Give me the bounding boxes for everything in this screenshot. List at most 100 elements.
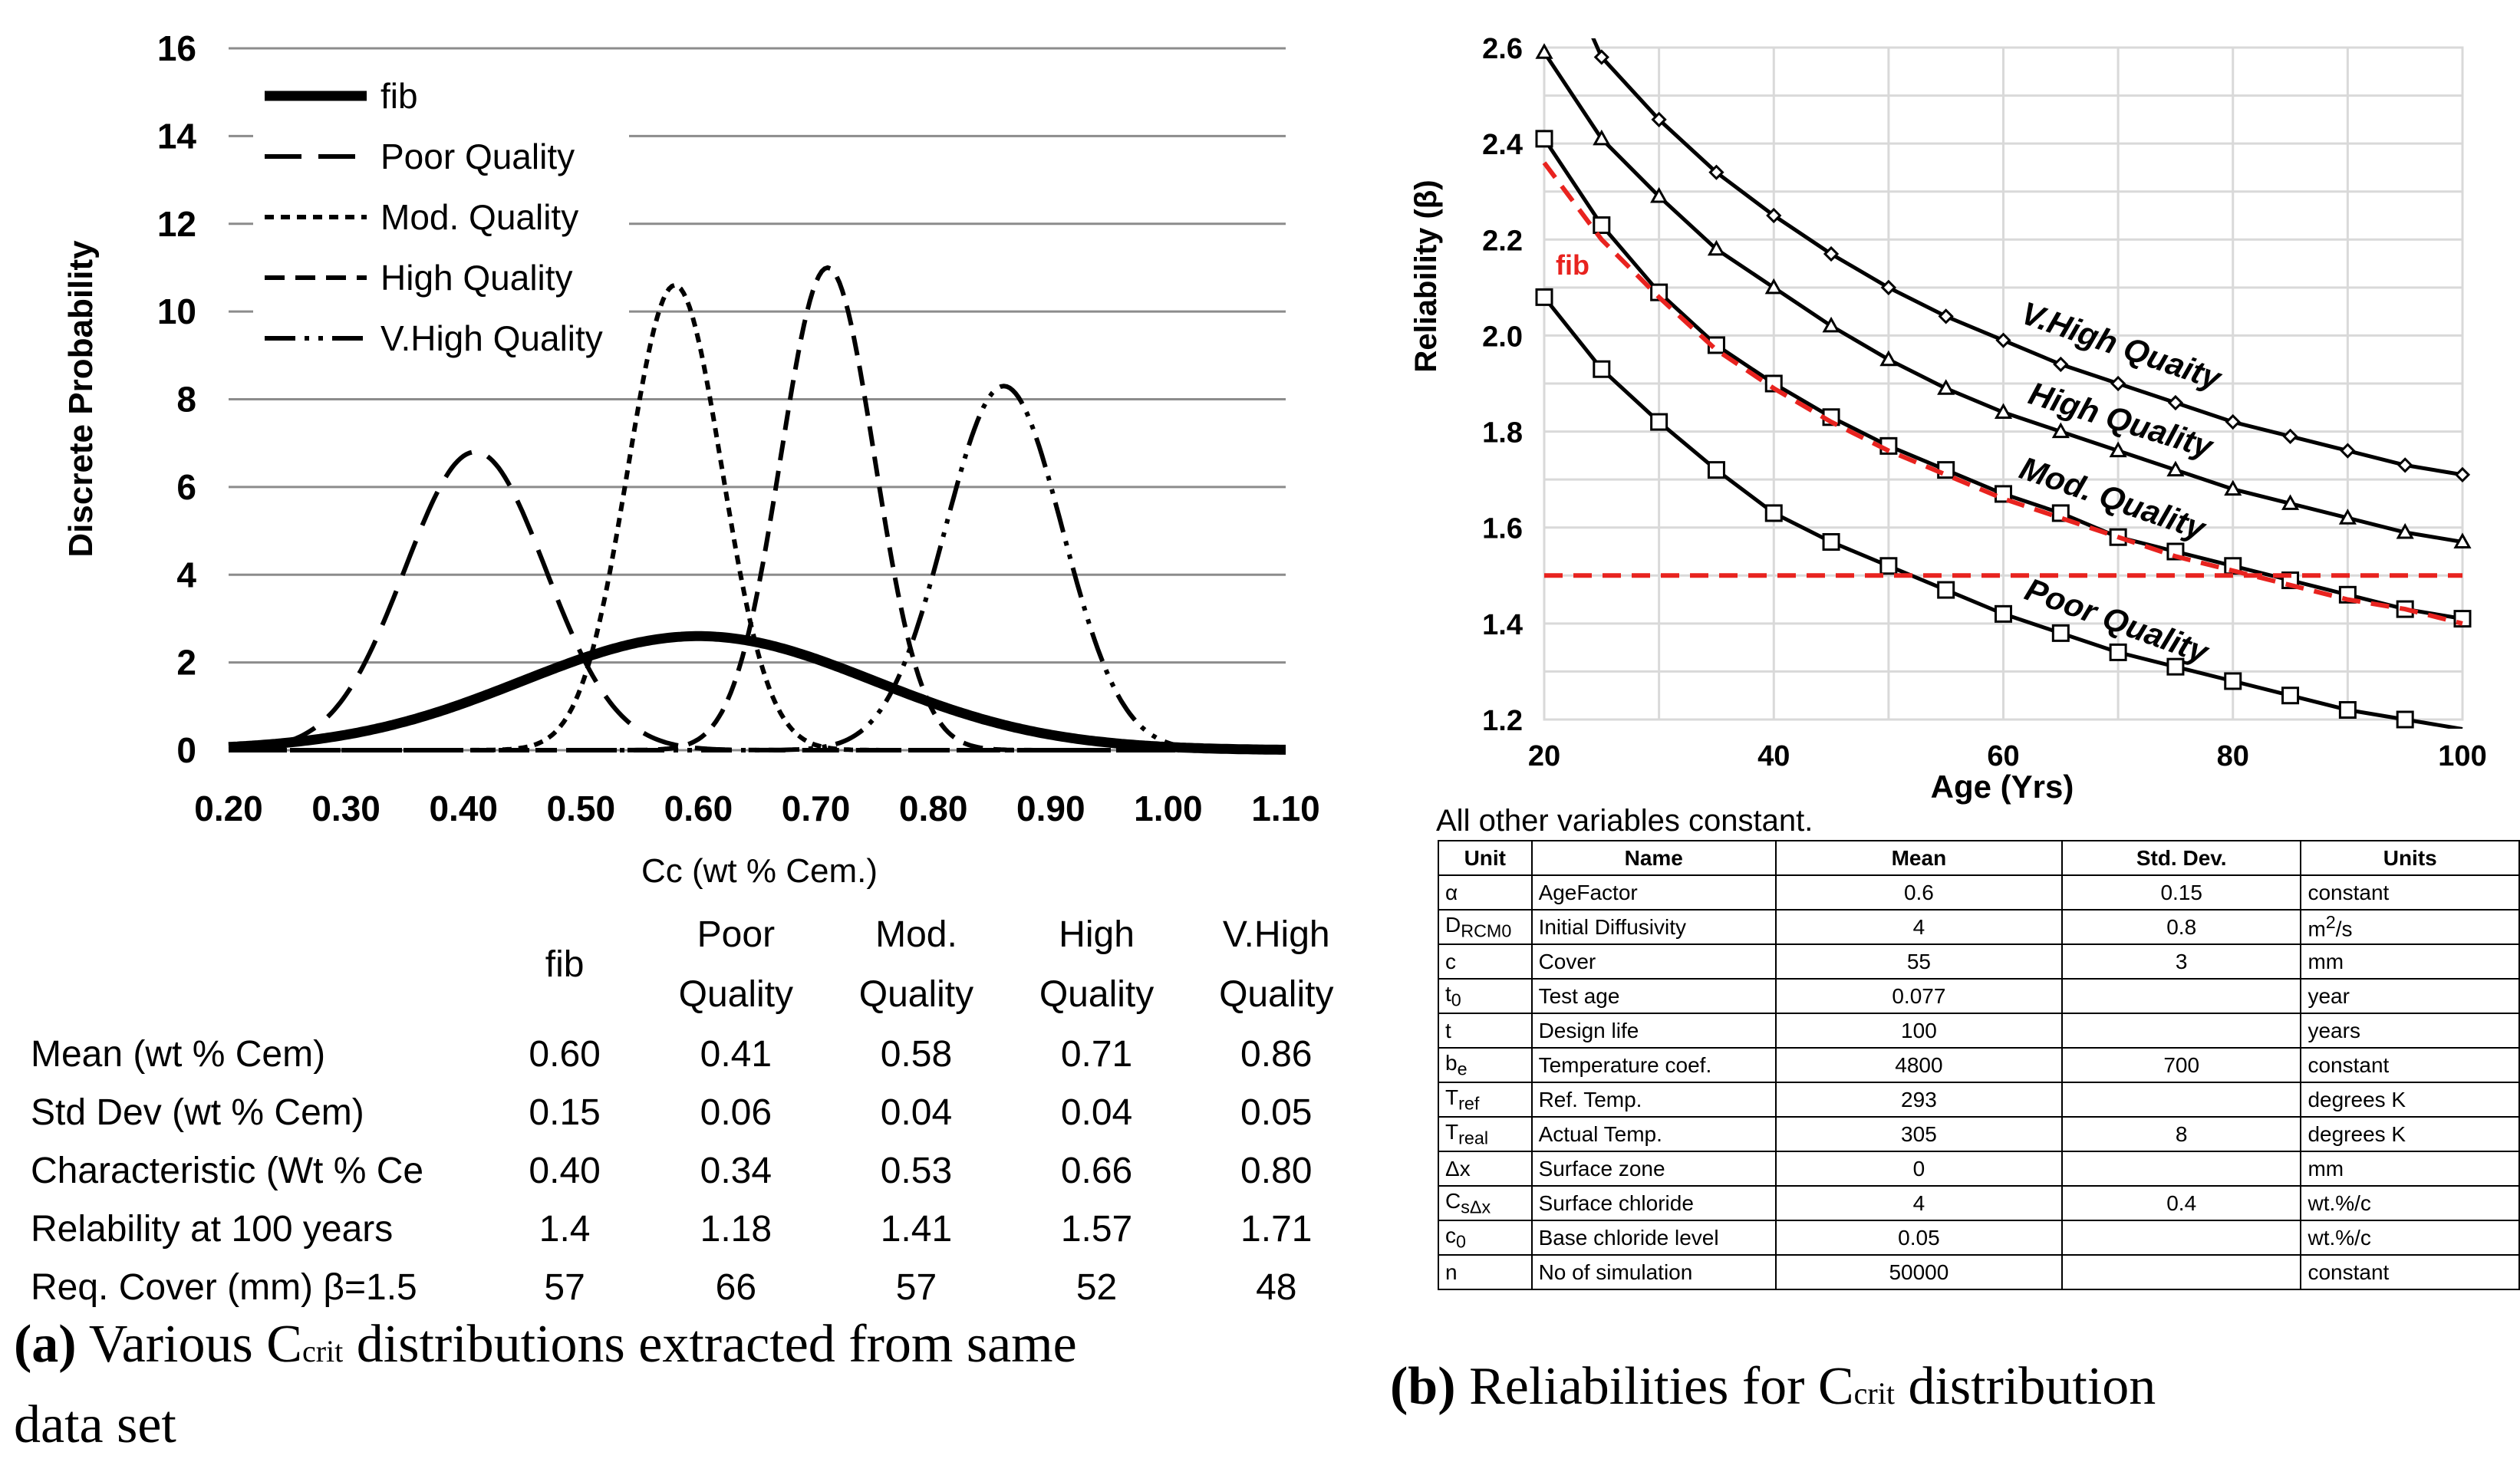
summary-cell: 0.04 (1060, 1092, 1133, 1133)
fib-annotation: fib (1556, 249, 1589, 281)
y-tick-label: 2.4 (1482, 129, 1523, 161)
summary-header-fib: fib (545, 944, 585, 985)
param-unit-cell: Tref (1438, 1082, 1533, 1118)
param-name-cell: Test age (1530, 978, 1777, 1014)
data-point (1707, 239, 1726, 256)
legend-label: High Quality (380, 258, 573, 298)
param-header-name: Name (1530, 840, 1777, 876)
summary-row-label: Characteristic (Wt % Ce (31, 1150, 424, 1191)
summary-cell: 1.71 (1240, 1208, 1313, 1250)
data-point (1766, 207, 1782, 224)
summary-cell: 1.41 (880, 1208, 953, 1250)
param-unit-symbol: α (1445, 880, 1458, 904)
param-name-cell: Design life (1530, 1013, 1777, 1049)
x-tick-label: 0.70 (782, 789, 851, 828)
y-axis-label: Discrete Probability (62, 240, 100, 558)
param-name-cell: Temperature coef. (1530, 1047, 1777, 1083)
data-point (1822, 316, 1840, 333)
summary-cell: 0.86 (1240, 1033, 1313, 1075)
parameter-row: c Cover 55 3 mm (1438, 943, 2520, 980)
summary-header-line: High (1059, 914, 1135, 955)
param-unit-symbol: T (1445, 1085, 1459, 1109)
caption-a-sub: crit (301, 1334, 344, 1368)
summary-cell: 0.80 (1240, 1150, 1313, 1191)
param-mean-cell: 0.6 (1774, 874, 2063, 911)
data-point (1880, 279, 1896, 295)
data-point (1593, 360, 1611, 378)
plot-area (1535, 38, 2472, 729)
data-point (1535, 130, 1553, 148)
summary-cell: 57 (895, 1266, 937, 1308)
param-unit-cell: be (1438, 1047, 1533, 1083)
data-point (2396, 522, 2414, 539)
param-std-cell: 0.8 (2060, 909, 2302, 945)
param-header-std: Std. Dev. (2060, 840, 2302, 876)
legend-label: fib (380, 76, 418, 116)
param-units-cell: mm (2300, 943, 2520, 980)
param-units-text: constant (2308, 880, 2390, 904)
param-units-cell: constant (2300, 1254, 2520, 1290)
summary-cell: 1.4 (539, 1208, 591, 1250)
param-unit-cell: n (1438, 1254, 1533, 1290)
param-units-text: mm (2308, 949, 2344, 973)
param-name-cell: Base chloride level (1530, 1220, 1777, 1256)
x-tick-label: 20 (1528, 740, 1560, 772)
x-axis-label: Cc (wt % Cem.) (641, 852, 878, 890)
constant-note: All other variables constant. (1436, 804, 1813, 838)
param-units-text: degrees K (2308, 1121, 2406, 1146)
summary-row-label: Mean (wt % Cem) (31, 1033, 326, 1075)
parameter-row: Tref Ref. Temp. 293 degrees K (1438, 1082, 2520, 1118)
data-point (1593, 49, 1609, 65)
x-tick-label: 0.50 (547, 789, 616, 828)
param-std-cell (2060, 1254, 2302, 1290)
caption-a: (a) Various Ccrit distributions extracte… (14, 1308, 1077, 1462)
legend-label: Poor Quality (380, 137, 575, 176)
param-name-cell: Actual Temp. (1530, 1116, 1777, 1152)
param-units-cell: constant (2300, 874, 2520, 911)
summary-cell: 0.05 (1240, 1092, 1313, 1133)
data-point (2225, 413, 2241, 430)
param-unit-symbol: n (1445, 1260, 1458, 1284)
data-point (1764, 278, 1783, 295)
param-unit-symbol: t (1445, 1018, 1451, 1042)
x-tick-label: 0.30 (311, 789, 380, 828)
y-tick-label: 16 (157, 28, 196, 68)
y-axis-label: Reliability (β) (1409, 179, 1443, 372)
parameter-row: CsΔx Surface chloride 4 0.4 wt.%/c (1438, 1185, 2520, 1221)
data-point (2396, 710, 2414, 729)
summary-cell: 0.41 (700, 1033, 772, 1075)
param-unit-cell: c (1438, 943, 1533, 980)
param-units-text: m (2308, 917, 2326, 941)
summary-row: Std Dev (wt % Cem) 0.15 0.06 0.04 0.04 0.05 (31, 1083, 1365, 1141)
param-std-cell (2060, 978, 2302, 1014)
data-point (2454, 466, 2471, 483)
param-name-cell: Surface chloride (1530, 1185, 1777, 1221)
summary-row-label: Relability at 100 years (31, 1208, 394, 1250)
y-tick-label: 2.2 (1482, 225, 1523, 257)
data-point (1650, 186, 1668, 203)
chart-a: 0 2 4 6 8 10 12 14 16 0.20 0.30 0.40 0.50 0.60 0.70 0.8… (62, 28, 1320, 890)
parameter-row: be Temperature coef. 4800 700 constant (1438, 1047, 2520, 1083)
data-point (1650, 413, 1668, 431)
param-units-cell: degrees K (2300, 1116, 2520, 1152)
data-point (2109, 643, 2127, 661)
x-tick-label: 60 (1987, 740, 2019, 772)
param-units-text: wt.%/c (2308, 1225, 2371, 1250)
param-std-cell: 700 (2060, 1047, 2302, 1083)
param-unit-symbol: Δx (1445, 1156, 1471, 1181)
param-unit-symbol: C (1445, 1188, 1461, 1213)
series-line (229, 265, 1286, 752)
x-tick-label: 0.20 (194, 789, 263, 828)
data-point (2166, 657, 2185, 676)
parameter-row: c0 Base chloride level 0.05 wt.%/c (1438, 1220, 2520, 1256)
x-tick-label: 1.00 (1134, 789, 1203, 828)
summary-header-poor: Poor Quality (645, 905, 826, 1025)
param-unit-subscript: sΔx (1461, 1197, 1491, 1217)
param-unit-subscript: e (1457, 1059, 1468, 1079)
caption-a-letter: (a) (14, 1315, 77, 1374)
data-point (1535, 43, 1553, 59)
summary-cell: 1.18 (700, 1208, 772, 1250)
data-point (1764, 374, 1783, 393)
summary-header-line: Quality (858, 974, 974, 1015)
data-point (1707, 461, 1725, 479)
